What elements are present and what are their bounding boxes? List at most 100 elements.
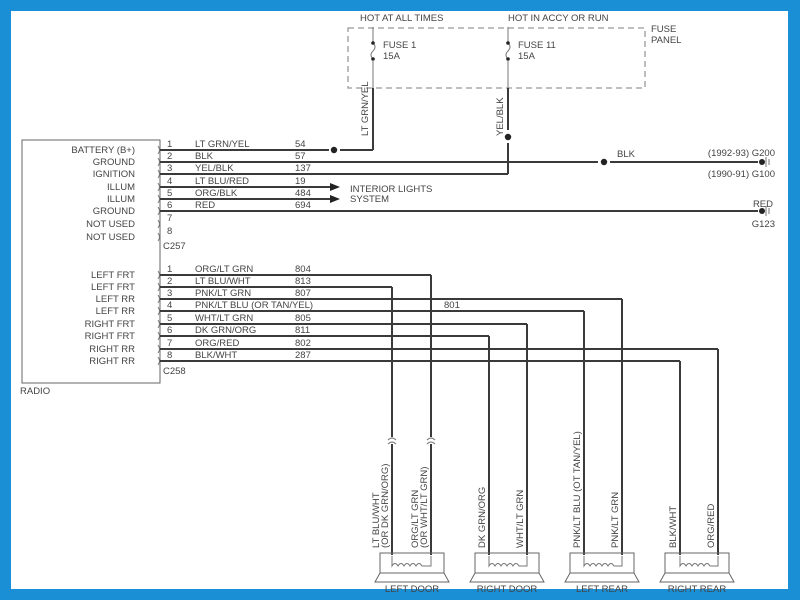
pin-number: 3	[167, 288, 172, 299]
fuse-terminal	[371, 57, 375, 61]
connector-pin	[157, 294, 160, 304]
splice-dot	[600, 158, 608, 166]
speaker-coil-icon	[391, 556, 432, 568]
speaker-wire-label: PNK/LT BLU (OT TAN/YEL)	[572, 431, 583, 548]
wire-color: ORG/RED	[195, 338, 239, 349]
speaker-cone-icon	[374, 572, 450, 583]
speaker-label: RIGHT DOOR	[477, 584, 538, 595]
pin-function: ILLUM	[107, 182, 135, 193]
fuse-terminal	[371, 41, 375, 45]
pin-number: 7	[167, 338, 172, 349]
connector-pin	[157, 219, 160, 229]
speaker-cone-icon	[659, 572, 735, 583]
ground-wire-label: BLK	[617, 149, 636, 160]
circuit-number: 287	[295, 350, 311, 361]
pin-function: BATTERY (B+)	[71, 145, 135, 156]
fuse-icon	[505, 42, 511, 60]
pin-number: 8	[167, 350, 172, 361]
ground-icon	[759, 159, 765, 165]
pin-number: 8	[167, 226, 172, 237]
wire-color: WHT/LT GRN	[195, 313, 253, 324]
pin-function: NOT USED	[86, 219, 135, 230]
radio-label: RADIO	[20, 386, 50, 397]
pin-function: LEFT RR	[96, 294, 136, 305]
pin-number: 5	[167, 313, 172, 324]
speaker-box	[664, 552, 730, 574]
wire-color: ORG/LT GRN	[195, 264, 253, 275]
speaker-coil-icon	[488, 556, 528, 568]
wire-color: YEL/BLK	[195, 163, 234, 174]
circuit-number: 19	[295, 176, 306, 187]
circuit-number: 801	[444, 300, 460, 311]
pin-function: NOT USED	[86, 232, 135, 243]
speaker-wire-label: DK GRN/ORG	[477, 487, 488, 548]
ground-label: G123	[752, 219, 775, 230]
circuit-number: 802	[295, 338, 311, 349]
pin-function: LEFT RR	[96, 306, 136, 317]
speaker-cone-icon	[564, 572, 640, 583]
pin-number: 2	[167, 151, 172, 162]
circuit-number: 54	[295, 139, 306, 150]
connector-pin	[157, 194, 160, 204]
speaker-label: LEFT DOOR	[385, 584, 439, 595]
interior-lights-label: INTERIOR LIGHTS	[350, 184, 432, 195]
interior-lights-label: SYSTEM	[350, 194, 389, 205]
wire-color: LT BLU/RED	[195, 176, 249, 187]
connector-pin	[157, 344, 160, 354]
pin-function: RIGHT RR	[89, 344, 135, 355]
circuit-number: 804	[295, 264, 311, 275]
pin-number: 4	[167, 176, 172, 187]
splice-dot	[504, 133, 512, 141]
ground-icon	[759, 208, 765, 214]
speaker-wire-label: ORG/RED	[706, 504, 717, 548]
fuse-panel-label: PANEL	[651, 35, 681, 46]
speaker-wire-label: PNK/LT GRN	[610, 492, 621, 548]
connector-pin	[157, 232, 160, 242]
connector-name: C257	[163, 241, 186, 252]
pin-number: 1	[167, 139, 172, 150]
circuit-number: 137	[295, 163, 311, 174]
wire-color: ORG/BLK	[195, 188, 238, 199]
pin-number: 6	[167, 325, 172, 336]
inline-connector-icon	[426, 437, 436, 445]
pin-number: 6	[167, 200, 172, 211]
connector-pin	[157, 206, 160, 216]
pin-function: LEFT FRT	[91, 270, 135, 281]
circuit-number: 57	[295, 151, 306, 162]
speaker-box	[569, 552, 635, 574]
connector-pin	[157, 306, 160, 316]
pin-function: GROUND	[93, 157, 135, 168]
wire-color: DK GRN/ORG	[195, 325, 256, 336]
connector-pin	[157, 356, 160, 366]
speaker-coil-icon	[583, 556, 623, 568]
fuse-label: FUSE 11	[518, 40, 556, 51]
speaker-wire-label: BLK/WHT	[668, 506, 679, 548]
ground-label: (1990-91) G100	[708, 169, 775, 180]
pin-number: 4	[167, 300, 172, 311]
wire-color: PNK/LT GRN	[195, 288, 251, 299]
connector-pin	[157, 331, 160, 341]
fuse-label: FUSE 1	[383, 40, 416, 51]
speaker-coil-icon	[679, 556, 719, 568]
connector-pin	[157, 282, 160, 292]
circuit-number: 813	[295, 276, 311, 287]
pin-function: RIGHT RR	[89, 356, 135, 367]
pin-function: LEFT FRT	[91, 282, 135, 293]
fuse-terminal	[506, 41, 510, 45]
connector-pin	[157, 319, 160, 329]
wire-color: BLK	[195, 151, 214, 162]
speaker-label: LEFT REAR	[576, 584, 628, 595]
circuit-number: 694	[295, 200, 311, 211]
fuse-rating: 15A	[518, 51, 536, 62]
circuit-number: 807	[295, 288, 311, 299]
speaker-box	[474, 552, 540, 574]
wire-color: LT GRN/YEL	[195, 139, 250, 150]
connector-pin	[157, 169, 160, 179]
connector-pin	[157, 145, 160, 155]
pin-function: ILLUM	[107, 194, 135, 205]
connector-pin	[157, 157, 160, 167]
pin-number: 3	[167, 163, 172, 174]
circuit-number: 805	[295, 313, 311, 324]
speaker-wire-label: (OR WHT/LT GRN)	[419, 467, 430, 548]
